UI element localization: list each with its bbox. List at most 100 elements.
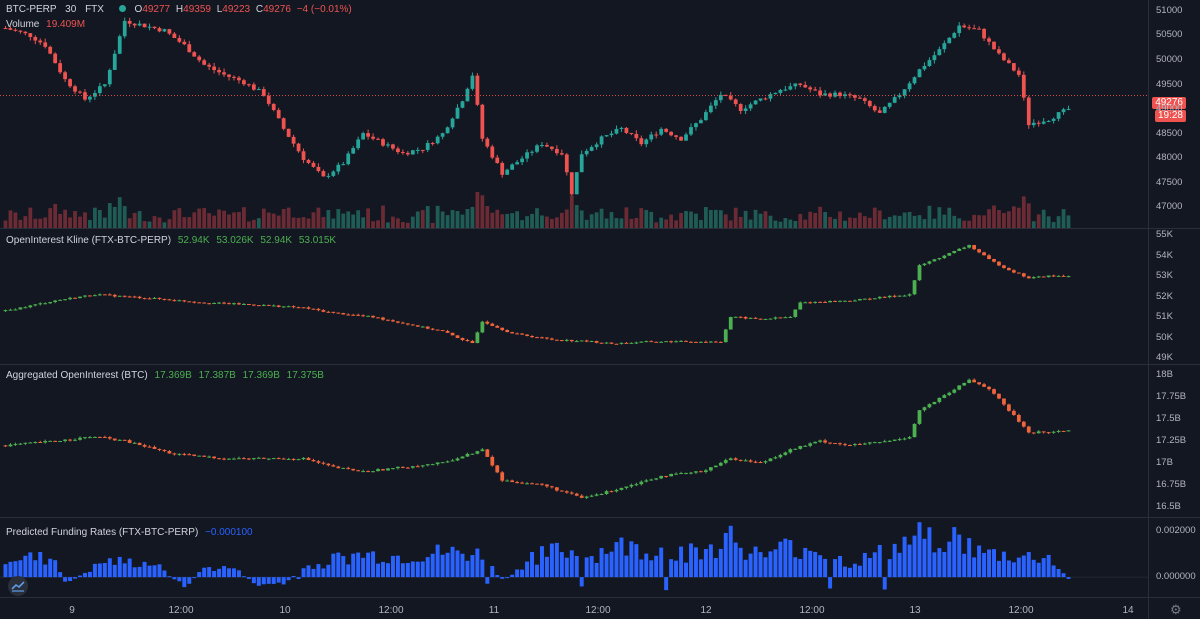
oi-kline-candle bbox=[654, 341, 659, 343]
funding-bar bbox=[97, 563, 102, 578]
volume-bar bbox=[167, 219, 172, 228]
volume-bar bbox=[763, 211, 768, 228]
y-tick-label: 17.25B bbox=[1156, 435, 1187, 446]
funding-bar bbox=[1056, 568, 1061, 578]
agg-oi-candle bbox=[232, 458, 236, 460]
agg-oi-legend[interactable]: Aggregated OpenInterest (BTC) 17.369B 17… bbox=[6, 370, 324, 382]
funding-bar bbox=[102, 563, 107, 578]
volume-bar bbox=[838, 211, 842, 228]
volume-bar bbox=[738, 216, 743, 228]
agg-oi-candle bbox=[172, 453, 177, 455]
agg-oi-candle bbox=[599, 494, 604, 496]
x-tick-label: 11 bbox=[488, 605, 500, 616]
agg-oi-candle bbox=[952, 389, 957, 393]
funding-bar bbox=[286, 577, 291, 581]
agg-oi-candle bbox=[296, 459, 301, 461]
price-candle bbox=[306, 159, 311, 163]
price-candle bbox=[505, 169, 510, 175]
oi-kline-candle bbox=[862, 298, 867, 300]
price-candle bbox=[922, 65, 927, 70]
price-candle bbox=[758, 98, 763, 101]
price-candle bbox=[381, 139, 385, 146]
funding-bar bbox=[996, 560, 1001, 578]
price-candle bbox=[400, 152, 405, 154]
funding-bar bbox=[619, 537, 624, 578]
price-candle bbox=[281, 118, 286, 129]
oi-kline-candle bbox=[848, 300, 852, 302]
agg-oi-candle bbox=[584, 496, 589, 498]
funding-bar bbox=[798, 558, 803, 578]
oi-kline-candle bbox=[301, 307, 306, 309]
gear-icon[interactable]: ⚙ bbox=[1170, 602, 1182, 617]
funding-bar bbox=[743, 559, 748, 578]
oi-kline-candle bbox=[480, 321, 485, 333]
volume-bar bbox=[569, 195, 574, 228]
x-tick-label: 9 bbox=[69, 605, 75, 616]
volume-bar bbox=[708, 209, 713, 228]
oi-kline-candle bbox=[718, 341, 723, 343]
agg-oi-candle bbox=[107, 437, 112, 439]
agg-oi-candle bbox=[1021, 421, 1026, 427]
oi-kline-candle bbox=[396, 321, 400, 323]
volume-bar bbox=[932, 218, 937, 228]
volume-bar bbox=[192, 212, 197, 228]
price-candle bbox=[569, 172, 574, 195]
oi-kline-candle bbox=[853, 300, 857, 302]
agg-oi-candle bbox=[48, 440, 53, 442]
agg-oi-candle bbox=[897, 439, 902, 441]
price-candle bbox=[713, 100, 718, 106]
funding-legend[interactable]: Predicted Funding Rates (FTX-BTC-PERP) −… bbox=[6, 527, 253, 539]
volume-legend[interactable]: Volume 19.409M bbox=[6, 19, 85, 31]
oi-kline-candle bbox=[500, 327, 505, 330]
volume-bar bbox=[723, 214, 728, 228]
agg-oi-candle bbox=[823, 440, 827, 443]
oi-kline-candle bbox=[892, 295, 897, 297]
volume-bar bbox=[405, 222, 410, 228]
y-tick-label: 53K bbox=[1156, 270, 1173, 281]
oi-kline-candle bbox=[574, 341, 579, 343]
oi-kline-candle bbox=[28, 305, 33, 308]
funding-bar bbox=[351, 553, 356, 578]
agg-oi-candle bbox=[68, 439, 72, 441]
price-candle bbox=[3, 28, 8, 30]
volume-bar bbox=[271, 213, 276, 228]
oi-kline-candle bbox=[584, 340, 589, 342]
price-candle bbox=[1046, 120, 1051, 122]
agg-oi-candle bbox=[207, 456, 212, 458]
price-candle bbox=[296, 143, 301, 152]
y-tick-label: 16.75B bbox=[1156, 478, 1187, 490]
oi-kline-candle bbox=[495, 325, 500, 328]
funding-bar bbox=[450, 546, 455, 578]
volume-bar bbox=[872, 207, 877, 228]
oi-kline-candle bbox=[569, 339, 574, 342]
agg-oi-candle bbox=[137, 442, 142, 446]
funding-bar bbox=[957, 534, 962, 578]
ohlc-h: 49359 bbox=[183, 4, 211, 15]
volume-bar bbox=[137, 211, 142, 228]
agg-oi-candle bbox=[723, 460, 728, 463]
volume-bar bbox=[351, 214, 356, 228]
funding-bar bbox=[977, 545, 982, 578]
price-candle bbox=[142, 23, 147, 28]
oi-kline-candle bbox=[13, 309, 18, 311]
y-tick-label: 18B bbox=[1156, 369, 1173, 381]
funding-bar bbox=[544, 556, 549, 578]
volume-bar bbox=[1051, 222, 1056, 228]
oi-kline-candle bbox=[912, 280, 917, 295]
agg-oi-candle bbox=[147, 446, 152, 448]
oi-kline-candle bbox=[783, 317, 788, 319]
volume-bar bbox=[296, 217, 301, 228]
price-candle bbox=[386, 144, 390, 146]
agg-oi-candle bbox=[649, 479, 654, 481]
oi-kline-legend[interactable]: OpenInterest Kline (FTX-BTC-PERP) 52.94K… bbox=[6, 235, 336, 247]
price-candle bbox=[803, 84, 808, 88]
symbol-legend[interactable]: BTC-PERP 30 FTX O49277 H49359 L49223 C49… bbox=[6, 4, 352, 16]
volume-bar bbox=[783, 218, 788, 228]
price-candle bbox=[107, 69, 112, 85]
price-candle bbox=[957, 25, 962, 34]
agg-oi-candle bbox=[122, 439, 127, 441]
oi-kline-candle bbox=[564, 339, 569, 341]
tradingview-cloud-icon[interactable] bbox=[8, 576, 28, 596]
funding-bar bbox=[783, 538, 788, 578]
